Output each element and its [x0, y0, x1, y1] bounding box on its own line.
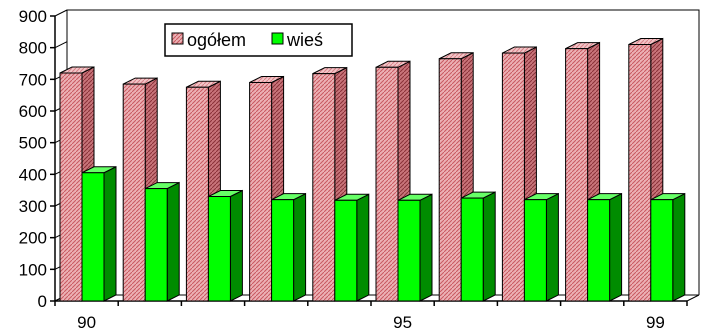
x-tick-label: 90 — [77, 313, 96, 331]
y-tick-label: 300 — [19, 197, 47, 216]
x-tick-label: 95 — [393, 313, 412, 331]
bar-wies — [650, 192, 686, 302]
y-tick-label: 0 — [38, 292, 47, 311]
legend-swatch — [171, 32, 184, 45]
y-tick-label: 600 — [19, 102, 47, 121]
bar-ogolem — [375, 60, 411, 302]
bar-wies — [271, 192, 307, 302]
y-tick-label: 900 — [19, 7, 47, 26]
bars — [59, 37, 686, 302]
bar-wies — [81, 165, 117, 302]
y-tick-label: 700 — [19, 70, 47, 89]
bar-wies — [334, 193, 370, 302]
y-tick-label: 500 — [19, 134, 47, 153]
bar-wies — [587, 192, 623, 302]
legend-label: ogółem — [187, 30, 246, 50]
y-tick-label: 800 — [19, 39, 47, 58]
floor-right-edge — [686, 294, 700, 302]
bar-wies — [460, 191, 496, 302]
bar-wies — [523, 192, 559, 302]
bar-wies — [207, 189, 243, 302]
y-tick-label: 200 — [19, 229, 47, 248]
legend: ogółem wieś — [164, 23, 353, 57]
y-gridline-stub — [54, 9, 68, 17]
legend-swatch — [271, 32, 284, 45]
bar-wies — [144, 181, 180, 302]
y-gridline-stub — [54, 41, 68, 49]
y-tick-label: 100 — [19, 260, 47, 279]
legend-label: wieś — [286, 30, 323, 50]
x-tick-label: 99 — [646, 313, 665, 331]
legend-box — [164, 23, 353, 57]
y-tick-label: 400 — [19, 165, 47, 184]
bar-wies — [397, 193, 433, 302]
axis-labels: 0 100 200 300 400 500 600 700 800 900 90 95 99 — [19, 7, 665, 331]
